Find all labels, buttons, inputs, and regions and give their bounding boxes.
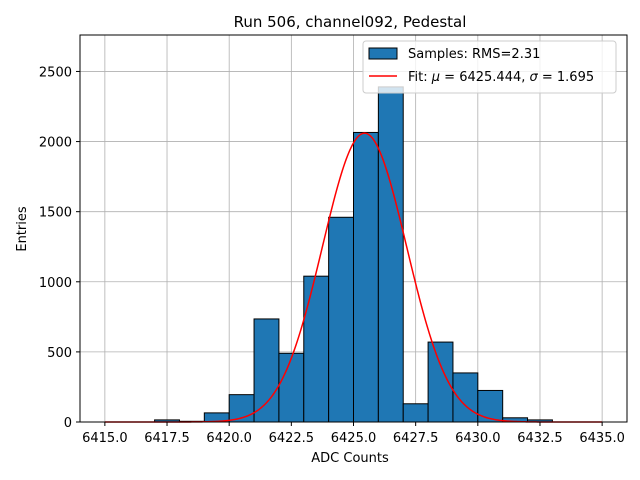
histogram-bar (427, 341, 454, 423)
x-tick-label: 6415.0 (82, 431, 128, 446)
histogram-bar (402, 403, 429, 423)
y-tick-label: 500 (47, 346, 72, 361)
y-tick-label: 1500 (39, 206, 72, 221)
histogram-bar (328, 216, 354, 423)
x-tick-label: 6422.5 (269, 431, 315, 446)
x-tick-label: 6435.0 (579, 431, 625, 446)
histogram-bar (452, 372, 479, 423)
legend-fit-label: Fit: μ = 6425.444, σ = 1.695 (408, 70, 594, 85)
histogram-bar (253, 318, 280, 423)
histogram-bar (377, 86, 404, 423)
x-tick-label: 6430.0 (455, 431, 501, 446)
legend-box (362, 40, 617, 94)
y-tick-label: 0 (64, 416, 72, 431)
x-tick-label: 6425.0 (331, 431, 377, 446)
x-tick-label: 6420.0 (206, 431, 252, 446)
histogram-bars (154, 86, 553, 423)
legend-samples-label: Samples: RMS=2.31 (408, 47, 540, 62)
y-tick-label: 2000 (39, 136, 72, 151)
y-axis-label: Entries (15, 206, 30, 252)
legend: Samples: RMS=2.31 Fit: μ = 6425.444, σ =… (362, 40, 617, 94)
histogram-bar (353, 131, 379, 423)
x-axis-ticks: 6415.0 6417.5 6420.0 6422.5 6425.0 6427.5 6430… (82, 422, 625, 446)
x-tick-label: 6432.5 (517, 431, 563, 446)
x-axis-label: ADC Counts (311, 451, 389, 466)
legend-samples-swatch (368, 47, 398, 60)
histogram-bar (303, 275, 330, 423)
x-tick-label: 6417.5 (144, 431, 190, 446)
y-axis-ticks: 0 500 1000 1500 2000 2500 (39, 65, 80, 431)
histogram-bar (477, 389, 504, 423)
x-tick-label: 6427.5 (393, 431, 439, 446)
y-tick-label: 1000 (39, 276, 72, 291)
chart-title: Run 506, channel092, Pedestal (234, 13, 467, 31)
histogram-bar (278, 352, 305, 423)
y-tick-label: 2500 (39, 65, 72, 80)
